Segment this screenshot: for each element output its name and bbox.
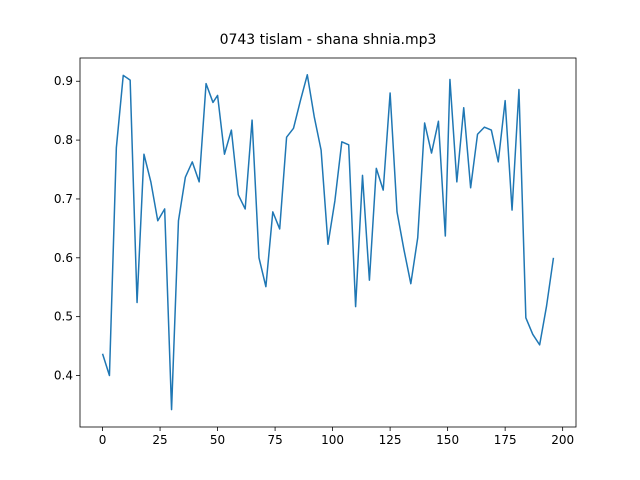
x-tick-label: 100 <box>321 433 344 447</box>
y-tick-label: 0.4 <box>54 369 73 383</box>
chart-title: 0743 tislam - shana shnia.mp3 <box>220 32 437 48</box>
y-tick-label: 0.7 <box>54 192 73 206</box>
x-tick-label: 50 <box>210 433 225 447</box>
y-tick-label: 0.5 <box>54 310 73 324</box>
y-tick-label: 0.9 <box>54 74 73 88</box>
x-tick-label: 0 <box>99 433 107 447</box>
x-tick-label: 75 <box>267 433 282 447</box>
x-tick-label: 25 <box>152 433 167 447</box>
y-tick-label: 0.6 <box>54 251 73 265</box>
plot-frame <box>79 57 577 428</box>
x-tick-label: 125 <box>379 433 402 447</box>
x-tick-label: 175 <box>494 433 517 447</box>
x-tick-label: 150 <box>436 433 459 447</box>
data-line <box>101 74 555 411</box>
y-tick-label: 0.8 <box>54 133 73 147</box>
x-tick-label: 200 <box>551 433 574 447</box>
